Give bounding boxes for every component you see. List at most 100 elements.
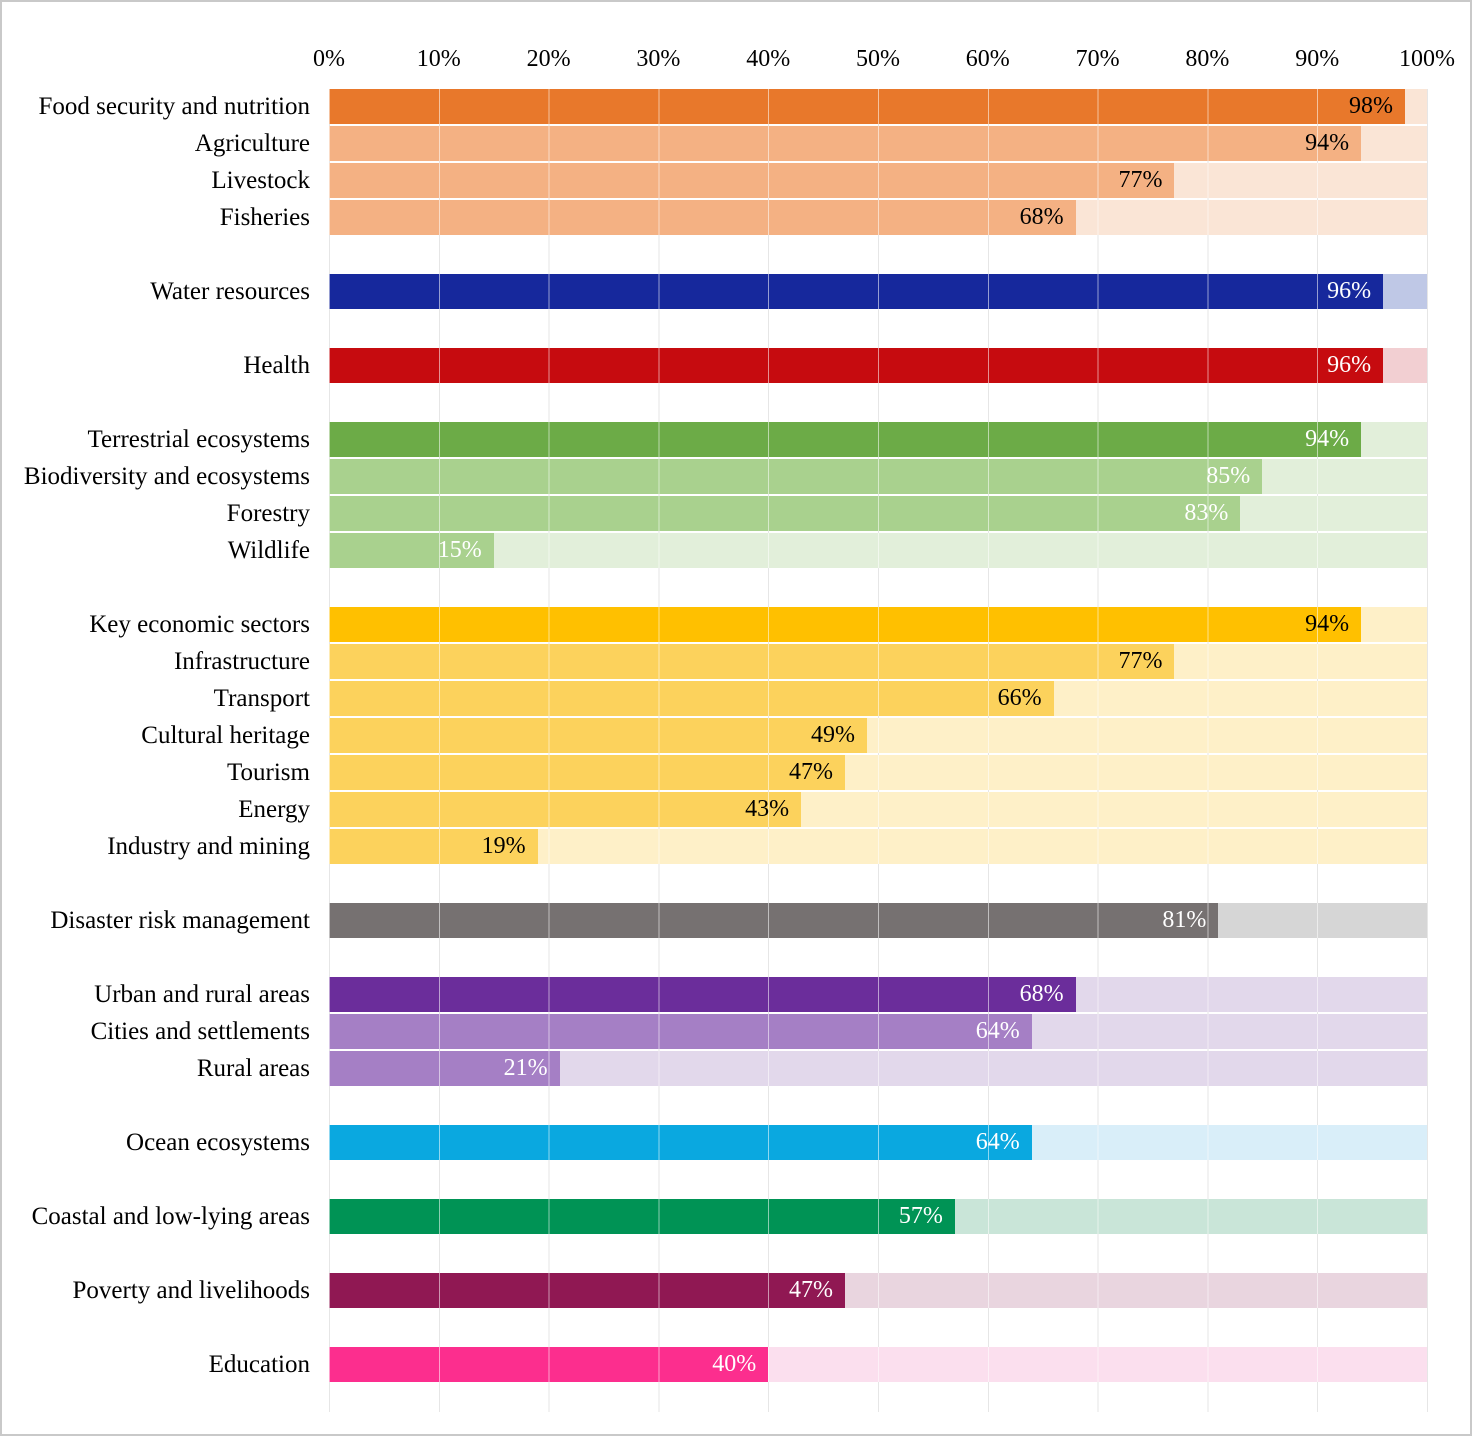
bar-group-water: Water resources 96% bbox=[2, 274, 1470, 309]
bar-row: Tourism 47% bbox=[2, 755, 1470, 790]
bar-group-disaster-risk: Disaster risk management 81% bbox=[2, 903, 1470, 938]
bar-value-label: 85% bbox=[1206, 463, 1251, 489]
bar-value-label: 49% bbox=[811, 722, 856, 748]
bar-fill bbox=[329, 1014, 1032, 1049]
category-label: Ocean ecosystems bbox=[126, 1128, 310, 1156]
bar-fill bbox=[329, 644, 1175, 679]
bar-fill bbox=[329, 200, 1076, 235]
category-label: Fisheries bbox=[219, 203, 310, 231]
bar-row: Ocean ecosystems 64% bbox=[2, 1125, 1470, 1160]
bar-value-label: 64% bbox=[975, 1018, 1020, 1044]
category-label: Industry and mining bbox=[107, 832, 310, 860]
category-label: Wildlife bbox=[227, 536, 310, 564]
x-axis-tick: 50% bbox=[856, 46, 900, 72]
x-axis-tick: 60% bbox=[965, 46, 1010, 72]
bar-fill bbox=[329, 1199, 955, 1234]
bar-group-terrestrial-ecosystems: Terrestrial ecosystems 94% Biodiversity an… bbox=[2, 422, 1470, 568]
bar-value-label: 66% bbox=[997, 685, 1042, 711]
category-label: Transport bbox=[213, 684, 310, 712]
bar-value-label: 81% bbox=[1162, 907, 1207, 933]
bar-group-education: Education 40% bbox=[2, 1347, 1470, 1382]
x-axis-tick: 100% bbox=[1399, 46, 1455, 72]
bar-fill bbox=[329, 903, 1219, 938]
bar-group-urban-rural: Urban and rural areas 68% Cities and settl… bbox=[2, 977, 1470, 1086]
bar-value-label: 77% bbox=[1118, 167, 1163, 193]
bar-value-label: 19% bbox=[481, 833, 526, 859]
bar-value-label: 94% bbox=[1305, 130, 1350, 156]
bar-group-ocean: Ocean ecosystems 64% bbox=[2, 1125, 1470, 1160]
bar-value-label: 83% bbox=[1184, 500, 1229, 526]
category-label: Poverty and livelihoods bbox=[72, 1276, 310, 1304]
bar-value-label: 96% bbox=[1327, 352, 1372, 378]
bar-row: Infrastructure 77% bbox=[2, 644, 1470, 679]
bar-row: Biodiversity and ecosystems 85% bbox=[2, 459, 1470, 494]
category-label: Infrastructure bbox=[173, 647, 310, 675]
bar-row: Coastal and low-lying areas 57% bbox=[2, 1199, 1470, 1234]
bar-group-health: Health 96% bbox=[2, 348, 1470, 383]
bar-row: Fisheries 68% bbox=[2, 200, 1470, 235]
bar-row: Industry and mining 19% bbox=[2, 829, 1470, 864]
bar-row: Health 96% bbox=[2, 348, 1470, 383]
category-label: Biodiversity and ecosystems bbox=[23, 462, 310, 490]
category-label: Water resources bbox=[150, 277, 310, 305]
bar-value-label: 96% bbox=[1327, 278, 1372, 304]
bar-fill bbox=[329, 1273, 846, 1308]
bar-value-label: 94% bbox=[1305, 426, 1350, 452]
bar-fill bbox=[329, 459, 1263, 494]
bar-group-economic-sectors: Key economic sectors 94% Infrastructure 77%… bbox=[2, 607, 1470, 864]
x-axis-tick: 90% bbox=[1295, 46, 1340, 72]
bar-fill bbox=[329, 755, 846, 790]
bar-fill bbox=[329, 422, 1362, 457]
x-axis-tick: 0% bbox=[313, 46, 345, 72]
bar-row: Food security and nutrition 98% bbox=[2, 89, 1470, 124]
bar-row: Transport 66% bbox=[2, 681, 1470, 716]
bar-fill bbox=[329, 89, 1406, 124]
bar-fill bbox=[329, 126, 1362, 161]
bar-fill bbox=[329, 681, 1054, 716]
bar-row: Rural areas 21% bbox=[2, 1051, 1470, 1086]
category-label: Education bbox=[208, 1350, 310, 1378]
category-label: Rural areas bbox=[196, 1054, 310, 1082]
category-label: Terrestrial ecosystems bbox=[87, 425, 310, 453]
category-label: Coastal and low-lying areas bbox=[31, 1202, 310, 1230]
bar-fill bbox=[329, 348, 1384, 383]
category-label: Agriculture bbox=[194, 129, 310, 157]
bar-fill bbox=[329, 496, 1241, 531]
x-axis-tick: 80% bbox=[1185, 46, 1230, 72]
bar-value-label: 98% bbox=[1349, 93, 1394, 119]
x-axis-tick: 20% bbox=[526, 46, 571, 72]
bar-row: Wildlife 15% bbox=[2, 533, 1470, 568]
bar-fill bbox=[329, 977, 1076, 1012]
bar-fill bbox=[329, 607, 1362, 642]
bar-value-label: 94% bbox=[1305, 611, 1350, 637]
bar-value-label: 57% bbox=[898, 1203, 943, 1229]
bar-value-label: 21% bbox=[503, 1055, 548, 1081]
category-label: Forestry bbox=[226, 499, 310, 527]
bar-group-coastal: Coastal and low-lying areas 57% bbox=[2, 1199, 1470, 1234]
bar-row: Urban and rural areas 68% bbox=[2, 977, 1470, 1012]
x-axis-tick: 40% bbox=[746, 46, 791, 72]
bar-value-label: 43% bbox=[745, 796, 790, 822]
bar-fill bbox=[329, 163, 1175, 198]
x-axis-tick: 30% bbox=[636, 46, 681, 72]
bar-row: Key economic sectors 94% bbox=[2, 607, 1470, 642]
bar-fill bbox=[329, 792, 802, 827]
bar-group-food-security: Food security and nutrition 98% Agricultur… bbox=[2, 89, 1470, 235]
category-label: Cities and settlements bbox=[90, 1017, 310, 1045]
bar-row: Terrestrial ecosystems 94% bbox=[2, 422, 1470, 457]
bar-chart: Food security and nutrition 98% Agricultur… bbox=[2, 89, 1470, 1421]
category-label: Disaster risk management bbox=[50, 906, 310, 934]
category-label: Cultural heritage bbox=[141, 721, 310, 749]
bar-value-label: 47% bbox=[789, 1277, 834, 1303]
bar-fill bbox=[329, 274, 1384, 309]
bar-row: Education 40% bbox=[2, 1347, 1470, 1382]
bar-value-label: 15% bbox=[437, 537, 482, 563]
bar-row: Poverty and livelihoods 47% bbox=[2, 1273, 1470, 1308]
bar-value-label: 40% bbox=[712, 1351, 757, 1377]
bar-value-label: 47% bbox=[789, 759, 834, 785]
bar-value-label: 68% bbox=[1019, 204, 1064, 230]
bar-row: Agriculture 94% bbox=[2, 126, 1470, 161]
bar-row: Disaster risk management 81% bbox=[2, 903, 1470, 938]
bar-row: Cities and settlements 64% bbox=[2, 1014, 1470, 1049]
